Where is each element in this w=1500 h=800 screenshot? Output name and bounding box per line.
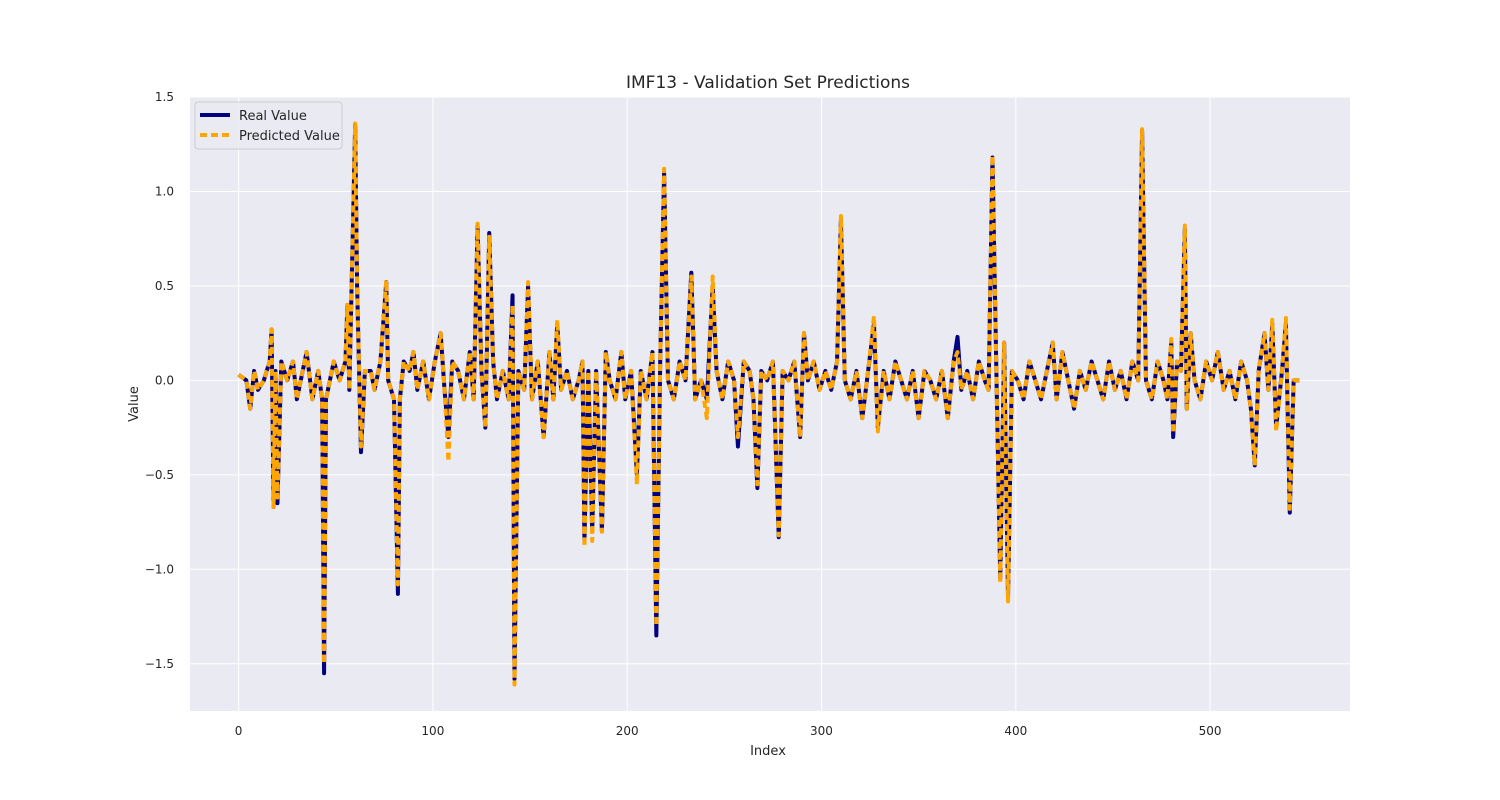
x-tick-label: 0 xyxy=(235,724,243,738)
y-tick-label: −1.0 xyxy=(145,562,174,576)
y-tick-label: 1.5 xyxy=(155,90,174,104)
legend-label-real-value: Real Value xyxy=(239,109,307,124)
y-tick-labels: −1.5 −1.0 −0.5 0.0 0.5 1.0 1.5 xyxy=(145,90,174,671)
plot-background xyxy=(190,97,1350,711)
x-tick-label: 200 xyxy=(616,724,639,738)
series-lines xyxy=(237,121,1300,687)
series-line-predicted-value xyxy=(237,121,1300,687)
x-axis-label: Index xyxy=(750,744,786,759)
y-tick-label: 1.0 xyxy=(155,184,174,198)
chart-title: IMF13 - Validation Set Predictions xyxy=(626,73,910,93)
y-tick-label: 0.5 xyxy=(155,279,174,293)
legend-box xyxy=(194,101,343,150)
y-tick-label: −0.5 xyxy=(145,468,174,482)
y-tick-label: 0.0 xyxy=(155,373,174,387)
legend: Real Value Predicted Value xyxy=(194,101,343,150)
x-tick-label: 100 xyxy=(421,724,444,738)
legend-label-predicted-value: Predicted Value xyxy=(239,129,340,144)
y-axis-label: Value xyxy=(127,386,142,422)
x-tick-label: 500 xyxy=(1199,724,1222,738)
x-tick-label: 300 xyxy=(810,724,833,738)
x-tick-label: 400 xyxy=(1004,724,1027,738)
x-tick-labels: 0 100 200 300 400 500 xyxy=(235,724,1222,738)
y-tick-label: −1.5 xyxy=(145,657,174,671)
